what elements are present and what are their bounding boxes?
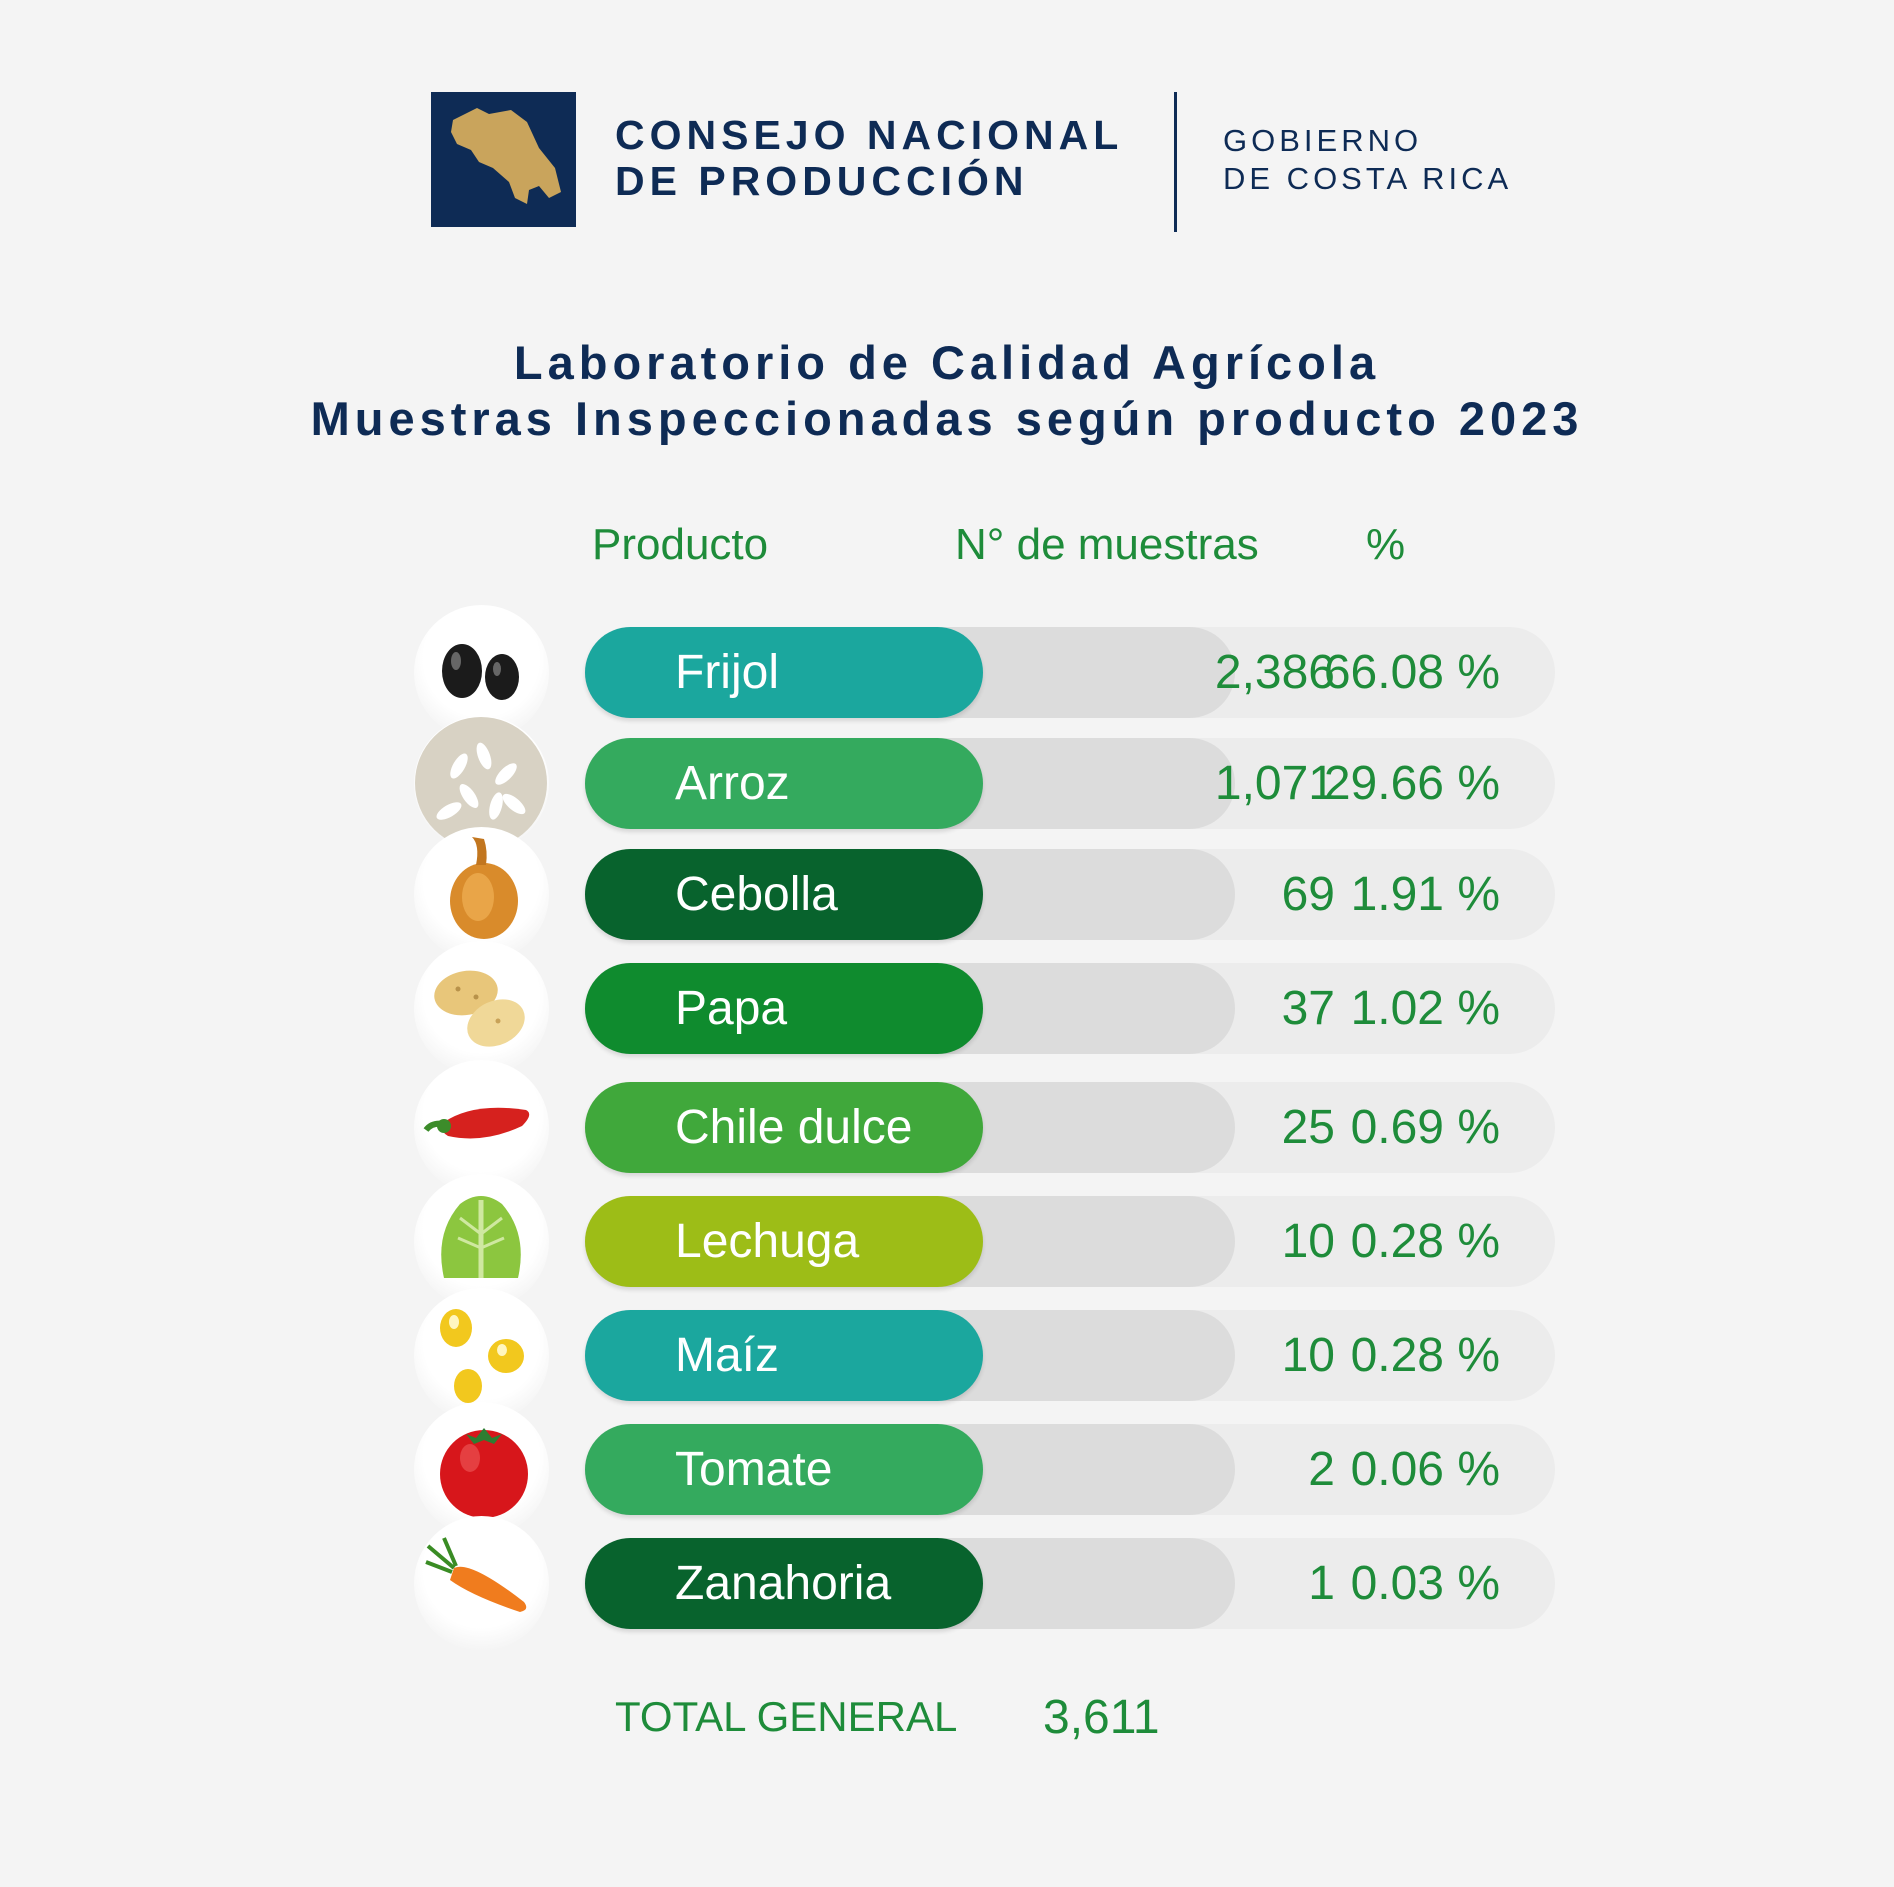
product-pill: Frijol <box>585 627 983 718</box>
sample-percent: 0.06 % <box>1350 1443 1500 1496</box>
sample-percent: 0.28 % <box>1350 1215 1500 1268</box>
pepper-icon <box>423 1107 530 1139</box>
product-pill: Tomate <box>585 1424 983 1515</box>
product-pill: Lechuga <box>585 1196 983 1287</box>
product-pill: Zanahoria <box>585 1538 983 1629</box>
org-line-2: DE PRODUCCIÓN <box>615 158 1029 204</box>
sample-percent: 0.28 % <box>1350 1329 1500 1382</box>
table-row: Papa 37 1.02 % <box>585 963 1555 1054</box>
sample-count: 10 <box>1281 1329 1335 1382</box>
column-header-percent: % <box>1366 520 1406 569</box>
chart-titles: Laboratorio de Calidad Agrícola Muestras… <box>0 335 1894 447</box>
rice-icon <box>415 717 547 849</box>
sample-count: 2,386 <box>1214 646 1335 699</box>
org-line-1: CONSEJO NACIONAL <box>615 112 1124 158</box>
table-row: Tomate 2 0.06 % <box>585 1424 1555 1515</box>
table-row: Lechuga 10 0.28 % <box>585 1196 1555 1287</box>
product-image-circle <box>414 827 549 962</box>
gov-line-2: DE COSTA RICA <box>1223 161 1513 196</box>
product-label: Maíz <box>675 1329 780 1382</box>
sample-count: 25 <box>1281 1101 1335 1154</box>
product-pill: Papa <box>585 963 983 1054</box>
costa-rica-map-icon <box>451 108 561 204</box>
product-pill: Chile dulce <box>585 1082 983 1173</box>
sample-percent: 1.91 % <box>1350 868 1500 921</box>
title-line-1: Laboratorio de Calidad Agrícola <box>513 336 1381 389</box>
sample-count: 69 <box>1281 868 1335 921</box>
product-image-circle <box>414 941 549 1076</box>
product-label: Tomate <box>675 1443 833 1496</box>
sample-percent: 0.69 % <box>1350 1101 1500 1154</box>
product-label: Cebolla <box>675 868 838 921</box>
table-row: Chile dulce 25 0.69 % <box>585 1082 1555 1173</box>
product-image-circle <box>414 1060 549 1195</box>
product-label: Chile dulce <box>675 1101 913 1154</box>
product-pill: Cebolla <box>585 849 983 940</box>
sample-percent: 1.02 % <box>1350 982 1500 1035</box>
sample-percent: 0.03 % <box>1350 1557 1500 1610</box>
sample-count: 1,071 <box>1214 757 1335 810</box>
product-pill: Maíz <box>585 1310 983 1401</box>
total-value: 3,611 <box>1043 1691 1160 1744</box>
table-row: Zanahoria 1 0.03 % <box>585 1538 1555 1629</box>
sample-count: 10 <box>1281 1215 1335 1268</box>
sample-count: 37 <box>1281 982 1335 1035</box>
header: CONSEJO NACIONAL DE PRODUCCIÓN GOBIERNO … <box>431 92 1551 232</box>
gov-name: GOBIERNO DE COSTA RICA <box>1223 122 1583 198</box>
onion-icon <box>450 837 518 939</box>
header-divider <box>1174 92 1177 232</box>
product-label: Lechuga <box>675 1215 860 1268</box>
table-row: Maíz 10 0.28 % <box>585 1310 1555 1401</box>
beans-icon <box>442 644 519 700</box>
table-row: Frijol 2,386 66.08 % <box>585 627 1555 718</box>
column-header-muestras: N° de muestras <box>955 520 1259 569</box>
table-row: Arroz 1,071 29.66 % <box>585 738 1555 829</box>
product-image-circle <box>414 1174 549 1309</box>
org-name: CONSEJO NACIONAL DE PRODUCCIÓN <box>615 112 1175 204</box>
product-image-circle <box>414 1516 549 1651</box>
column-header-producto: Producto <box>592 520 769 569</box>
potato-icon <box>434 970 525 1047</box>
product-label: Arroz <box>675 757 790 810</box>
sample-count: 2 <box>1308 1443 1335 1496</box>
product-pill: Arroz <box>585 738 983 829</box>
carrot-icon <box>425 1537 527 1612</box>
sample-percent: 66.08 % <box>1323 646 1500 699</box>
logo <box>431 92 576 227</box>
title-line-2: Muestras Inspeccionadas según producto 2… <box>310 392 1584 445</box>
sample-count: 1 <box>1308 1557 1335 1610</box>
tomato-icon <box>440 1428 528 1518</box>
product-label: Zanahoria <box>675 1557 892 1610</box>
corn-icon <box>440 1309 524 1403</box>
total-label: TOTAL GENERAL <box>615 1693 958 1740</box>
lettuce-icon <box>441 1196 521 1278</box>
product-label: Frijol <box>675 646 779 699</box>
product-label: Papa <box>675 982 788 1035</box>
sample-percent: 29.66 % <box>1323 757 1500 810</box>
gov-line-1: GOBIERNO <box>1223 123 1423 158</box>
table-row: Cebolla 69 1.91 % <box>585 849 1555 940</box>
product-image-circle <box>414 1288 549 1423</box>
product-image-circle <box>414 1402 549 1537</box>
